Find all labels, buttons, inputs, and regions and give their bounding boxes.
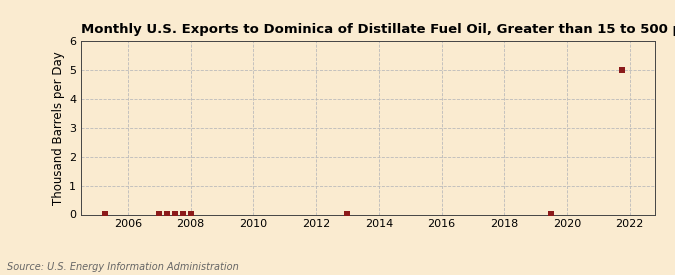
Point [154, 212, 165, 216]
Point [342, 212, 353, 216]
Point [99, 212, 110, 216]
Text: Monthly U.S. Exports to Dominica of Distillate Fuel Oil, Greater than 15 to 500 : Monthly U.S. Exports to Dominica of Dist… [81, 23, 675, 36]
Y-axis label: Thousand Barrels per Day: Thousand Barrels per Day [52, 51, 65, 205]
Point [169, 212, 180, 216]
Point [186, 212, 196, 216]
Point [178, 212, 188, 216]
Text: Source: U.S. Energy Information Administration: Source: U.S. Energy Information Administ… [7, 262, 238, 272]
Point [162, 212, 173, 216]
Point [546, 212, 557, 216]
Point [616, 68, 627, 72]
